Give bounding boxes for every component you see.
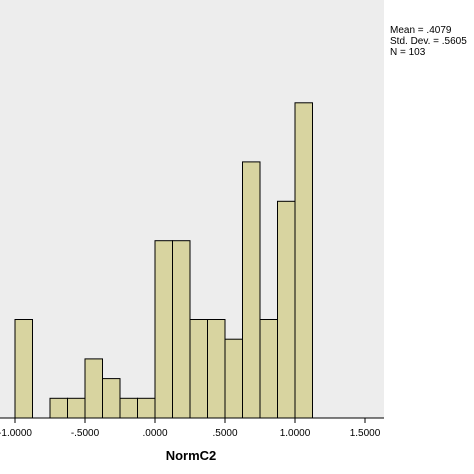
std-dev-stat: Std. Dev. = .5605 xyxy=(390,36,467,47)
x-tick-label: -1.0000 xyxy=(0,428,32,439)
histogram-bar xyxy=(224,338,243,419)
histogram-bar xyxy=(49,397,68,419)
histogram-bar xyxy=(14,319,33,419)
histogram-bar xyxy=(242,161,261,419)
histogram-bar xyxy=(189,319,208,419)
histogram-bar xyxy=(207,319,226,419)
n-stat: N = 103 xyxy=(390,47,426,58)
x-tick-label: .0000 xyxy=(142,428,167,439)
histogram-bar xyxy=(137,397,156,419)
x-tick-label: -.5000 xyxy=(71,428,100,439)
stats-legend: Mean = .4079 Std. Dev. = .5605 N = 103 xyxy=(390,25,467,58)
x-ticks-group: -1.0000 -.5000 .0000 .5000 1.0000 1.5000 xyxy=(0,418,381,439)
histogram-bar xyxy=(172,240,191,419)
histogram-bar xyxy=(154,240,173,419)
histogram-bar xyxy=(84,358,103,419)
x-tick-label: 1.0000 xyxy=(280,428,311,439)
histogram-bar xyxy=(294,102,313,419)
histogram-bar xyxy=(119,397,138,419)
histogram-bar xyxy=(67,397,86,419)
mean-stat: Mean = .4079 xyxy=(390,25,452,36)
bars-group xyxy=(14,102,313,419)
x-axis-title: NormC2 xyxy=(166,448,217,463)
histogram-bar xyxy=(259,319,278,419)
histogram-bar xyxy=(277,200,296,419)
histogram-bar xyxy=(102,378,121,419)
x-tick-label: 1.5000 xyxy=(350,428,381,439)
x-tick-label: .5000 xyxy=(212,428,237,439)
